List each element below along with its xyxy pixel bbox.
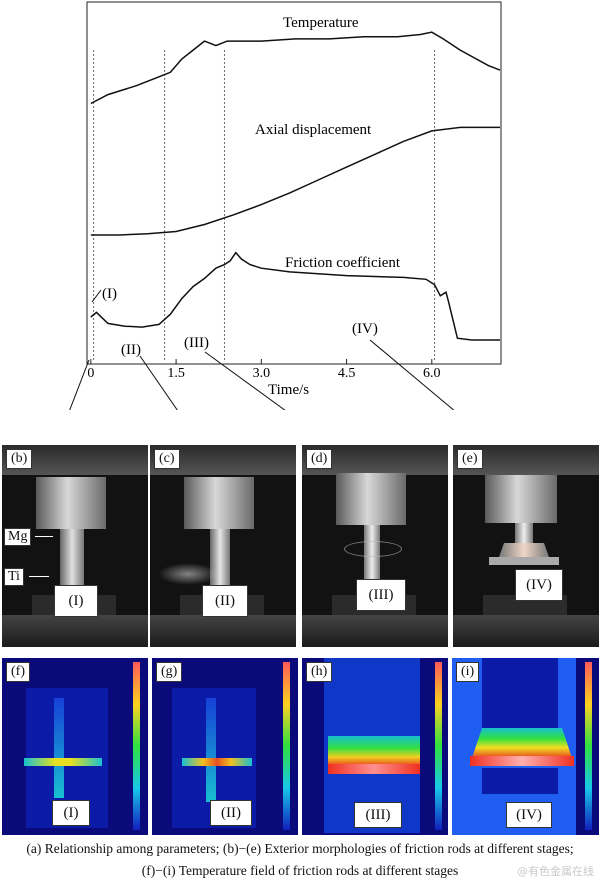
series-line-2 [90, 126, 500, 236]
stage-label-iv: (IV) [352, 321, 378, 337]
mg-label: Mg [4, 528, 32, 546]
photo-c: (c) (II) [150, 445, 296, 647]
parameter-chart: 0 1.5 3.0 4.5 6.0 Temperature Axial displace… [69, 1, 502, 410]
stage-box: (I) [52, 800, 90, 826]
x-tick-label: 0 [87, 366, 94, 381]
thermal-tag: (i) [456, 662, 480, 682]
stage-box: (III) [354, 802, 402, 828]
x-tick-label: 1.5 [167, 366, 185, 381]
friction-coefficient-label: Friction coefficient [285, 255, 401, 271]
photo-tag: (d) [306, 449, 333, 469]
watermark: @有色金属在线 [517, 865, 594, 878]
photo-tag: (e) [457, 449, 483, 469]
x-tick-label: 6.0 [423, 366, 441, 381]
arrow-to-b [69, 359, 90, 410]
thermal-tag: (h) [306, 662, 333, 682]
stage-i-pointer [91, 289, 102, 303]
mg-pointer [35, 536, 53, 537]
stage-box: (III) [356, 579, 406, 611]
stage-label-iii: (III) [184, 335, 209, 351]
thermal-h: (h) (III) [302, 658, 448, 835]
plot-frame [86, 1, 502, 365]
stage-box: (IV) [506, 802, 552, 828]
photo-d: (d) (III) [302, 445, 448, 647]
stage-box: (I) [54, 585, 98, 617]
photo-b: (b) Mg Ti (I) [2, 445, 148, 647]
photo-tag: (c) [154, 449, 180, 469]
thermal-tag: (f) [6, 662, 30, 682]
stage-label-ii: (II) [121, 342, 141, 358]
series-line-1 [90, 31, 501, 105]
arrow-to-e [369, 339, 455, 410]
stage-box: (II) [202, 585, 248, 617]
stage-box: (II) [210, 800, 252, 826]
photo-e: (e) (IV) [453, 445, 599, 647]
temperature-label: Temperature [283, 15, 359, 31]
caption-line-2: (f)−(i) Temperature field of friction ro… [141, 863, 459, 878]
axial-displacement-label: Axial displacement [255, 122, 372, 138]
caption-line-1: (a) Relationship among parameters; (b)−(… [26, 841, 574, 856]
arrow-to-d [204, 351, 286, 410]
stage-box: (IV) [515, 569, 563, 601]
ti-label: Ti [4, 568, 24, 586]
ti-pointer [29, 576, 49, 577]
x-tick-label: 3.0 [253, 366, 271, 381]
series-line-3 [90, 251, 500, 341]
thermal-i: (i) (IV) [452, 658, 599, 835]
thermal-f: (f) (I) [2, 658, 148, 835]
thermal-g: (g) (II) [152, 658, 298, 835]
x-axis-label: Time/s [268, 382, 309, 398]
arrow-to-c [139, 355, 178, 410]
stage-label-i: (I) [102, 286, 117, 302]
photo-tag: (b) [6, 449, 33, 469]
thermal-tag: (g) [156, 662, 183, 682]
x-tick-label: 4.5 [338, 366, 356, 381]
